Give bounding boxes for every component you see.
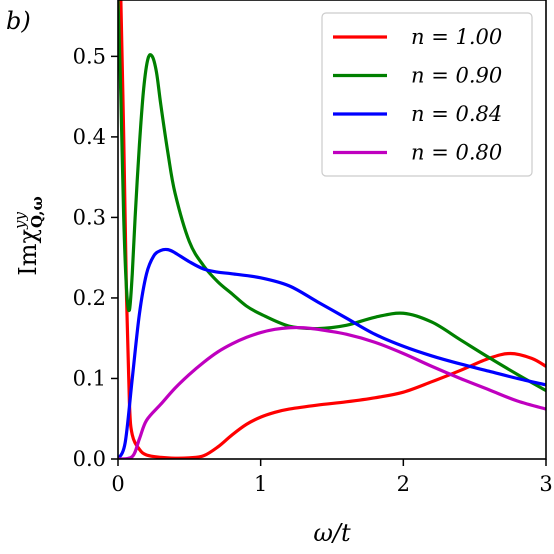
series-layer [118, 0, 546, 459]
y-tick-label: 0.3 [73, 205, 106, 229]
plot-frame [117, 0, 547, 460]
legend-box [321, 12, 533, 177]
legend-entries: n = 1.00 n = 0.90 n = 0.84 n = 0.80 [333, 25, 502, 165]
y-axis-label-sup: yy [11, 212, 29, 230]
y-axis-ticks: 0.0 0.1 0.2 0.3 0.4 0.5 [73, 44, 118, 471]
y-tick-label: 0.0 [73, 447, 106, 471]
y-axis-label-sub: Q,ω [28, 196, 46, 228]
y-tick-label: 0.4 [73, 125, 106, 149]
y-tick-label: 0.1 [73, 366, 106, 390]
x-tick-label: 3 [539, 472, 552, 496]
y-axis-label: ImχyyQ,ω [11, 196, 46, 276]
x-tick-label: 0 [111, 472, 124, 496]
legend-label-3: n = 0.80 [411, 141, 502, 165]
series-line-0 [119, 0, 546, 459]
x-tick-label: 2 [397, 472, 410, 496]
series-line-3 [118, 325, 546, 459]
legend-label-2: n = 0.84 [411, 102, 502, 126]
y-tick-label: 0.5 [73, 44, 106, 68]
x-axis-ticks: 0 1 2 3 [111, 459, 553, 496]
series-line-2 [118, 247, 546, 459]
legend-label-0: n = 1.00 [411, 25, 502, 49]
y-tick-label: 0.2 [73, 286, 106, 310]
x-tick-label: 1 [254, 472, 267, 496]
y-axis-label-base: Imχ [14, 229, 42, 276]
x-axis-label: ω/t [313, 519, 351, 547]
panel-label: b) [6, 7, 31, 35]
legend-label-1: n = 0.90 [411, 64, 502, 88]
series-line-1 [118, 0, 546, 393]
legend: n = 1.00 n = 0.90 n = 0.84 n = 0.80 [321, 12, 533, 177]
svg-text:ImχyyQ,ω: ImχyyQ,ω [11, 196, 46, 276]
